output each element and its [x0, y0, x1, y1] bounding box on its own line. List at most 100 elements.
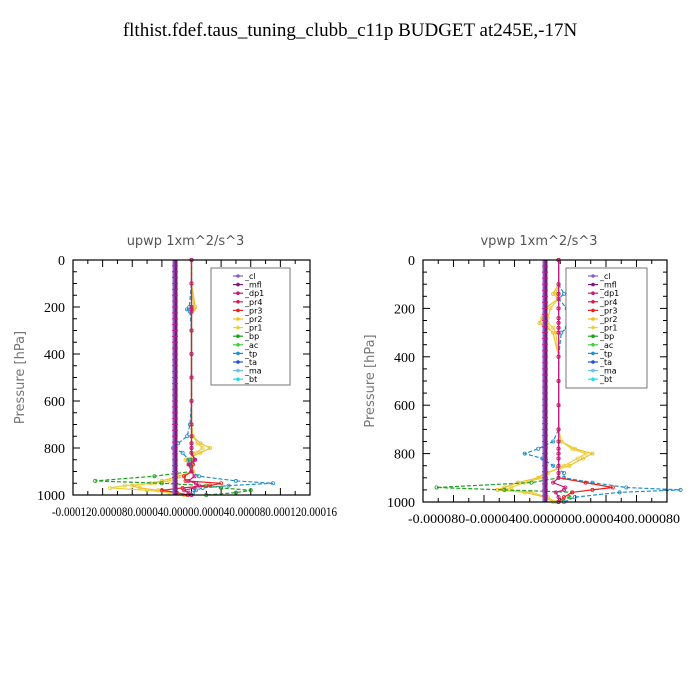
series-point-bp — [567, 495, 572, 500]
series-point-tp — [617, 490, 622, 495]
y-tick-label: 400 — [394, 351, 415, 366]
legend-label: _pr4 — [244, 298, 262, 307]
legend-marker — [591, 308, 595, 313]
legend-marker — [591, 300, 595, 304]
legend-box — [210, 267, 291, 386]
series-point-tp — [233, 478, 238, 483]
series-point-pr1 — [145, 488, 150, 493]
legend-marker — [236, 291, 240, 296]
y-tick-label: 1000 — [387, 496, 415, 511]
legend-marker — [236, 300, 240, 304]
legend-label: _ta — [244, 358, 257, 367]
legend-label: _tp — [244, 349, 257, 358]
series-point-pr2 — [567, 463, 572, 468]
legend-label: _pr3 — [599, 306, 617, 315]
series-point-dp1 — [189, 450, 194, 455]
y-axis-label: Pressure [hPa] — [363, 334, 378, 427]
legend-marker — [591, 317, 595, 321]
series-point-pr1 — [551, 325, 556, 330]
series-point-dp1 — [192, 485, 197, 490]
series-point-pr2 — [580, 456, 585, 461]
series-point-pr3 — [570, 490, 575, 495]
series-point-tp — [185, 307, 190, 312]
legend: _cl_mfl_dp1_pr4_pr3_pr2_pr1_bp_ac_tp_ta_… — [210, 267, 291, 386]
legend-label: _pr3 — [244, 306, 262, 315]
series-point-dp1 — [561, 487, 566, 492]
series-point-pr3 — [561, 495, 566, 500]
series-point-pr1 — [559, 439, 564, 444]
legend-label: _bp — [244, 332, 259, 341]
series-point-dp1 — [556, 354, 561, 359]
series-point-dp1 — [556, 320, 561, 325]
legend-marker — [591, 360, 595, 364]
series-point-pr2 — [537, 320, 542, 325]
y-tick-label: 0 — [408, 254, 415, 269]
series-point-dp1 — [556, 282, 561, 287]
legend-marker — [591, 291, 595, 296]
series-point-bp — [502, 487, 507, 492]
y-tick-label: 200 — [394, 302, 415, 317]
legend-marker — [236, 368, 240, 373]
series-point-dp1 — [556, 439, 561, 444]
legend-marker — [236, 360, 240, 364]
series-point-dp1 — [556, 403, 561, 408]
series-point-dp1 — [556, 330, 561, 335]
series-point-pr3 — [182, 474, 187, 479]
legend-marker — [591, 334, 595, 339]
series-point-dp1 — [189, 441, 194, 446]
series-point-dp1 — [186, 478, 191, 483]
series-point-bp — [152, 474, 157, 479]
series-point-dp1 — [193, 481, 198, 486]
series-point-pr1 — [509, 485, 514, 490]
series-point-tp — [196, 474, 201, 479]
y-tick-label: 600 — [44, 395, 65, 410]
series-point-dp1 — [556, 451, 561, 456]
series-point-pr3 — [159, 488, 164, 493]
legend-label: _ta — [599, 358, 612, 367]
legend-marker — [236, 334, 240, 339]
series-point-dp1 — [556, 325, 561, 330]
legend-marker — [591, 351, 595, 356]
y-tick-label: 1000 — [37, 489, 65, 504]
legend-label: _ac — [244, 341, 258, 350]
legend-marker — [236, 308, 240, 313]
legend-label: _ac — [599, 341, 613, 350]
series-point-dp1 — [189, 398, 194, 403]
legend-label: _dp1 — [599, 289, 619, 298]
legend-label: _cl — [599, 272, 611, 281]
legend-marker — [236, 343, 240, 347]
legend-label: _pr2 — [599, 315, 617, 324]
series-point-bp — [233, 490, 238, 495]
series-point-dp1 — [189, 307, 194, 312]
series-point-pr3 — [190, 462, 195, 467]
series-point-dp1 — [556, 475, 561, 480]
y-axis-label: Pressure [hPa] — [13, 331, 28, 424]
series-point-pr1 — [570, 446, 575, 451]
series-point-dp1 — [189, 351, 194, 356]
legend-marker — [591, 368, 595, 373]
series-point-tp — [624, 485, 629, 490]
series-point-pr1 — [108, 485, 113, 490]
series-point-dp1 — [182, 488, 187, 493]
legend-label: _cl — [244, 272, 256, 281]
series-point-dp1 — [556, 378, 561, 383]
legend-label: _ma — [599, 367, 617, 376]
series-point-tp — [561, 470, 566, 475]
x-tick-labels: -0.000120.000080.000040.00000.000040.000… — [52, 504, 337, 519]
series-point-dp1 — [556, 316, 561, 321]
series-point-tp — [561, 291, 566, 296]
legend-label: _pr2 — [244, 315, 262, 324]
legend-label: _dp1 — [244, 289, 264, 298]
legend-label: _mfl — [244, 281, 262, 290]
series-point-tp — [561, 475, 566, 480]
series-point-pr1 — [553, 291, 558, 296]
series-point-bp — [434, 485, 439, 490]
series-point-dp1 — [189, 469, 194, 474]
series-point-dp1 — [553, 490, 558, 495]
series-point-tp — [536, 446, 541, 451]
series-point-tp — [185, 434, 190, 439]
legend-marker — [591, 274, 595, 278]
series-line-dp1 — [182, 260, 201, 496]
plot-frame — [72, 259, 311, 496]
series-point-dp1 — [186, 490, 191, 495]
